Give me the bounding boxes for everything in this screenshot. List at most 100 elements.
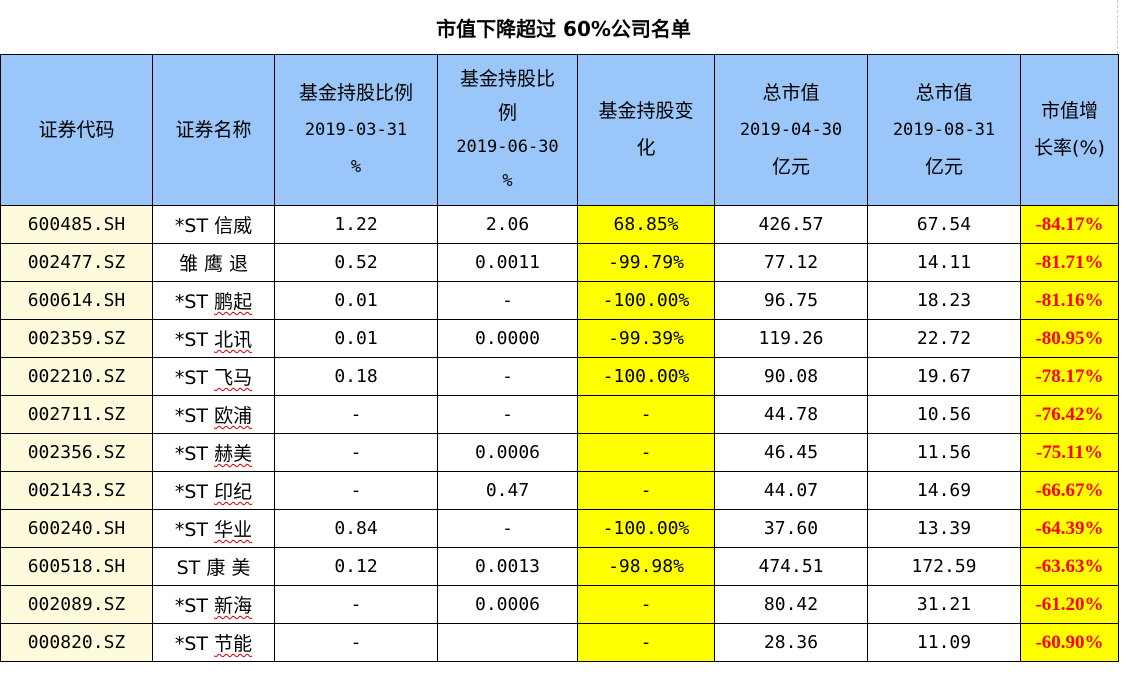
cell-fund-q1-text: 0.01 [334, 328, 378, 349]
cell-fund-q1: 0.84 [274, 509, 438, 548]
cell-code-text: 002210.SZ [27, 366, 126, 387]
table-row: 600485.SH *ST 信威 1.22 2.06 68.85% 426.57 67.54… [0, 205, 1119, 244]
cell-fund-q2-text: 0.0011 [474, 252, 541, 273]
header-fund-change: 基金持股变 化 [577, 54, 715, 206]
table-row: 002477.SZ 雏 鹰 退 0.52 0.0011 -99.79% 77.12 14.1… [0, 243, 1119, 282]
cell-name: *ST 鹏起 [152, 281, 275, 320]
cell-fund-q1: 0.52 [274, 243, 438, 282]
cell-cap-apr: 37.60 [714, 509, 868, 548]
cell-growth-text: -80.95% [1035, 327, 1104, 349]
cell-name: *ST 信威 [152, 205, 275, 244]
cell-fund-q2: 0.0006 [437, 585, 578, 624]
header-fund-q1: 基金持股比例 2019-03-31 % [274, 54, 438, 206]
cell-fund-q2-text: 2.06 [485, 214, 530, 235]
cell-growth: -64.39% [1020, 509, 1119, 548]
cell-fund-q2-text: - [502, 518, 513, 539]
cell-fund-q1-text: 1.22 [334, 214, 378, 235]
cell-growth-text: -76.42% [1035, 403, 1104, 425]
cell-fund-change: -100.00% [577, 281, 715, 320]
cell-code-text: 600240.SH [27, 518, 126, 539]
cell-fund-q1-text: - [350, 594, 362, 615]
cell-name: *ST 赫美 [152, 433, 275, 472]
cell-fund-q1: - [274, 623, 438, 662]
table-row: 002711.SZ *ST 欧浦 - - - 44.78 10.56 -76.42% [0, 395, 1119, 434]
cell-name-text: 雏 鹰 退 [178, 253, 249, 275]
cell-fund-q1: - [274, 395, 438, 434]
header-fund-q2: 基金持股比 例 2019-06-30 % [437, 54, 578, 206]
table-title-text: 市值下降超过 60%公司名单 [436, 16, 691, 41]
cell-code-text: 002711.SZ [27, 404, 126, 425]
cell-code: 600485.SH [0, 205, 153, 244]
market-cap-table: 证券代码 证券名称 基金持股比例 2019-03-31 % 基金持股比 例 20… [0, 54, 1119, 662]
cell-fund-q2: - [437, 357, 578, 396]
cell-code-text: 002477.SZ [27, 252, 126, 273]
cell-cap-aug: 11.09 [867, 623, 1021, 662]
cell-cap-apr-text: 37.60 [763, 518, 819, 539]
cell-cap-apr: 77.12 [714, 243, 868, 282]
cell-code-text: 002359.SZ [27, 328, 126, 349]
cell-growth: -84.17% [1020, 205, 1119, 244]
cell-fund-change-text: -100.00% [602, 366, 690, 387]
cell-cap-aug: 14.11 [867, 243, 1021, 282]
cell-fund-q2: - [437, 395, 578, 434]
cell-code: 002143.SZ [0, 471, 153, 510]
cell-fund-q2-text: 0.0006 [474, 442, 541, 463]
cell-cap-apr: 44.78 [714, 395, 868, 434]
cell-fund-q2: 0.0006 [437, 433, 578, 472]
cell-code: 000820.SZ [0, 623, 153, 662]
cell-cap-aug-text: 11.56 [916, 442, 972, 463]
cell-cap-aug-text: 13.39 [916, 518, 972, 539]
cell-fund-q1-text: - [350, 480, 362, 501]
cell-cap-aug: 67.54 [867, 205, 1021, 244]
cell-growth-text: -64.39% [1035, 517, 1104, 539]
cell-code: 002711.SZ [0, 395, 153, 434]
cell-fund-q1: 0.18 [274, 357, 438, 396]
cell-fund-change: - [577, 585, 715, 624]
cell-name: ST 康 美 [152, 547, 275, 586]
cell-cap-apr: 119.26 [714, 319, 868, 358]
cell-cap-aug-text: 172.59 [911, 556, 977, 577]
cell-fund-q2-text: 0.47 [485, 480, 530, 501]
cell-cap-apr: 28.36 [714, 623, 868, 662]
cell-cap-aug: 31.21 [867, 585, 1021, 624]
cell-fund-q2: 2.06 [437, 205, 578, 244]
cell-cap-aug: 11.56 [867, 433, 1021, 472]
cell-cap-apr-text: 426.57 [758, 214, 824, 235]
cell-cap-aug-text: 14.11 [916, 252, 972, 273]
cell-fund-q1-text: 0.12 [334, 556, 378, 577]
cell-cap-aug: 19.67 [867, 357, 1021, 396]
table-body: 600485.SH *ST 信威 1.22 2.06 68.85% 426.57 67.54… [0, 205, 1119, 662]
table-row: 002359.SZ *ST 北讯 0.01 0.0000 -99.39% 119.26 22… [0, 319, 1119, 358]
cell-fund-q1: - [274, 585, 438, 624]
cell-code: 600518.SH [0, 547, 153, 586]
table-row: 600614.SH *ST 鹏起 0.01 - -100.00% 96.75 18.23 -8… [0, 281, 1119, 320]
cell-growth-text: -61.20% [1035, 593, 1104, 615]
cell-cap-apr-text: 44.07 [763, 480, 819, 501]
cell-fund-q1-text: 0.84 [334, 518, 378, 539]
cell-fund-q2-text: - [502, 290, 513, 311]
cell-fund-change-text: - [640, 480, 652, 501]
cell-fund-change: 68.85% [577, 205, 715, 244]
cell-cap-apr: 44.07 [714, 471, 868, 510]
table-row: 002210.SZ *ST 飞马 0.18 - -100.00% 90.08 19.67 -7… [0, 357, 1119, 396]
cell-cap-apr: 46.45 [714, 433, 868, 472]
cell-cap-apr-text: 96.75 [763, 290, 819, 311]
cell-name-text: *ST 印纪 [174, 481, 253, 503]
cell-cap-apr: 90.08 [714, 357, 868, 396]
cell-growth: -80.95% [1020, 319, 1119, 358]
cell-fund-q2 [437, 623, 578, 662]
cell-name: *ST 飞马 [152, 357, 275, 396]
cell-cap-apr-text: 90.08 [763, 366, 819, 387]
cell-cap-apr: 474.51 [714, 547, 868, 586]
cell-code: 600240.SH [0, 509, 153, 548]
cell-name-text: *ST 赫美 [174, 443, 253, 465]
cell-cap-apr-text: 44.78 [763, 404, 819, 425]
cell-fund-q2: - [437, 509, 578, 548]
cell-cap-aug: 14.69 [867, 471, 1021, 510]
cell-fund-q1: 0.01 [274, 319, 438, 358]
cell-cap-aug: 18.23 [867, 281, 1021, 320]
cell-cap-apr-text: 77.12 [763, 252, 819, 273]
cell-fund-q1-text: 0.18 [334, 366, 378, 387]
cell-code-text: 600485.SH [27, 214, 126, 235]
cell-name-text: *ST 信威 [174, 215, 253, 237]
